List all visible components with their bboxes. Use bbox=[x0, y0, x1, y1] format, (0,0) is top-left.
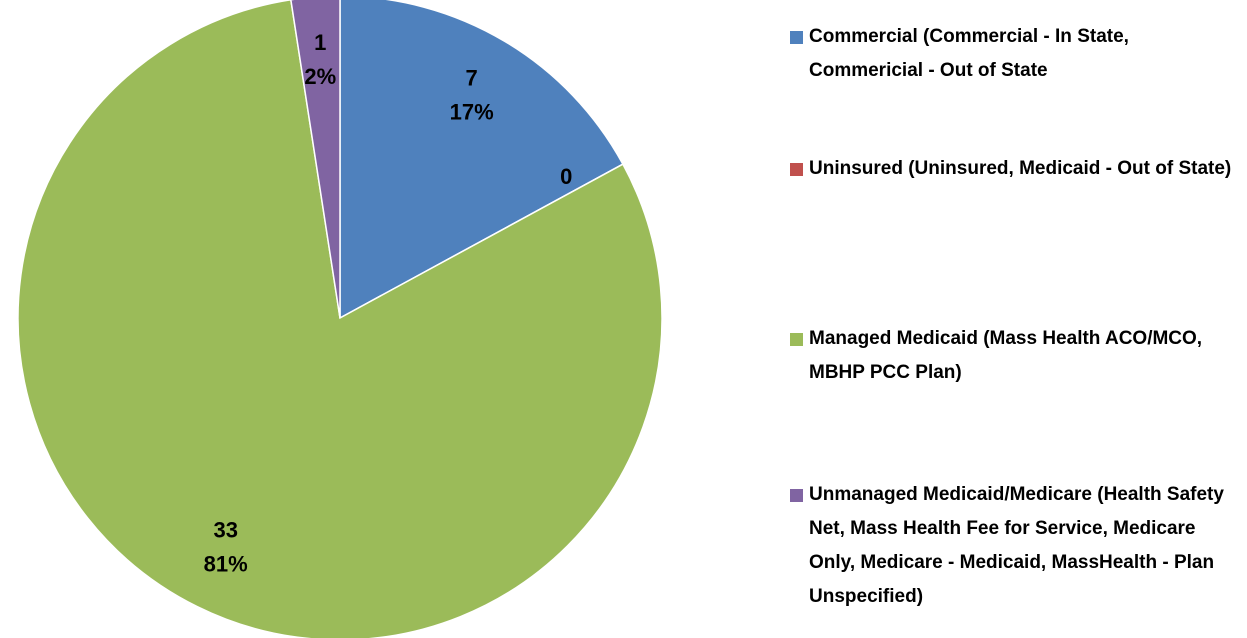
pie-slice bbox=[290, 0, 341, 319]
data-label: 7 bbox=[466, 65, 478, 90]
data-label: 1 bbox=[314, 30, 326, 55]
legend-swatch bbox=[790, 489, 803, 502]
legend-swatch bbox=[790, 333, 803, 346]
legend-swatch bbox=[790, 163, 803, 176]
percent-label: 17% bbox=[450, 99, 494, 124]
legend-label: Commercial (Commercial - In State, Comme… bbox=[809, 26, 1129, 81]
percent-label: 2% bbox=[304, 64, 336, 89]
legend-label: Uninsured (Uninsured, Medicaid - Out of … bbox=[809, 158, 1232, 179]
legend-label: Unmanaged Medicaid/Medicare (Health Safe… bbox=[809, 484, 1224, 607]
legend-item: Managed Medicaid (Mass Health ACO/MCO, M… bbox=[790, 322, 1240, 390]
percent-label: 81% bbox=[204, 552, 248, 577]
data-label: 0 bbox=[560, 164, 572, 189]
legend-item: Uninsured (Uninsured, Medicaid - Out of … bbox=[790, 152, 1240, 186]
legend-label: Managed Medicaid (Mass Health ACO/MCO, M… bbox=[809, 328, 1203, 383]
legend-item: Unmanaged Medicaid/Medicare (Health Safe… bbox=[790, 478, 1240, 614]
pie-slice bbox=[339, 0, 624, 320]
legend-item: Commercial (Commercial - In State, Comme… bbox=[790, 20, 1240, 88]
data-label: 33 bbox=[213, 518, 237, 543]
pie-slice bbox=[17, 0, 663, 638]
legend-swatch bbox=[790, 31, 803, 44]
